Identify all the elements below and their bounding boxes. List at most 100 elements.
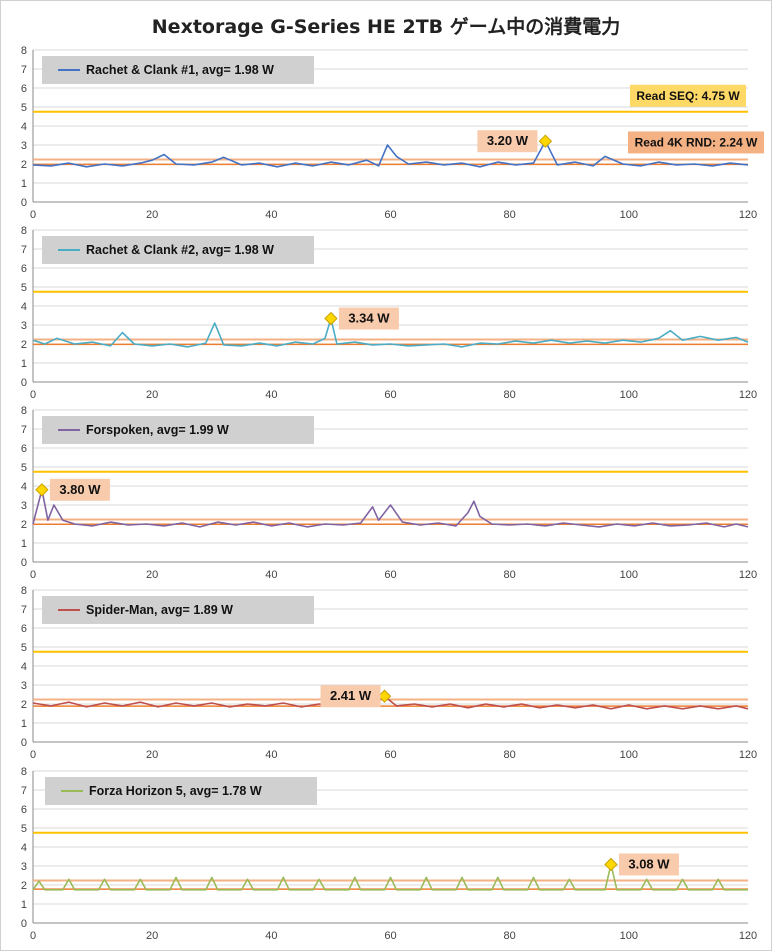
y-tick-label: 2 (21, 339, 27, 351)
y-tick-label: 8 (21, 45, 27, 57)
x-tick-label: 60 (384, 569, 396, 581)
legend-label: Rachet & Clank #2, avg= 1.98 W (86, 243, 274, 257)
x-tick-label: 60 (384, 209, 396, 221)
y-tick-label: 2 (21, 519, 27, 531)
y-tick-label: 7 (21, 64, 27, 76)
peak-label-box (477, 130, 538, 153)
legend-label: Forza Horizon 5, avg= 1.78 W (89, 784, 262, 798)
x-tick-label: 120 (739, 389, 757, 401)
x-tick-label: 80 (504, 389, 516, 401)
y-tick-label: 4 (21, 481, 27, 493)
y-tick-label: 1 (21, 899, 27, 911)
x-tick-label: 100 (620, 930, 638, 942)
y-tick-label: 2 (21, 159, 27, 171)
series-line (32, 489, 749, 528)
peak-marker (324, 311, 338, 326)
y-tick-label: 6 (21, 443, 27, 455)
y-tick-label: 5 (21, 823, 27, 835)
y-tick-label: 1 (21, 358, 27, 370)
y-tick-label: 0 (21, 737, 27, 749)
y-tick-label: 5 (21, 102, 27, 114)
peak-label: 2.41 W (330, 688, 372, 703)
y-tick-label: 8 (21, 585, 27, 597)
y-tick-label: 5 (21, 282, 27, 294)
y-tick-label: 2 (21, 880, 27, 892)
read-4k-rnd-label-box (628, 131, 764, 154)
x-tick-label: 100 (620, 389, 638, 401)
legend-label: Rachet & Clank #1, avg= 1.98 W (86, 63, 274, 77)
x-tick-label: 100 (620, 749, 638, 761)
legend-box (42, 236, 314, 264)
y-tick-label: 3 (21, 140, 27, 152)
peak-marker (35, 483, 49, 497)
y-tick-label: 7 (21, 604, 27, 616)
peak-label-box (618, 853, 679, 876)
x-tick-label: 60 (384, 749, 396, 761)
series-line (32, 317, 749, 348)
y-tick-label: 6 (21, 263, 27, 275)
legend-box (42, 56, 314, 84)
x-tick-label: 20 (146, 389, 158, 401)
y-tick-label: 8 (21, 225, 27, 237)
peak-label-box (338, 307, 399, 330)
x-tick-label: 0 (30, 569, 36, 581)
y-tick-label: 4 (21, 661, 27, 673)
peak-label-box (49, 478, 110, 501)
x-tick-label: 0 (30, 209, 36, 221)
x-tick-label: 100 (620, 569, 638, 581)
y-tick-label: 8 (21, 766, 27, 778)
y-tick-label: 6 (21, 623, 27, 635)
y-tick-label: 1 (21, 718, 27, 730)
peak-label: 3.34 W (348, 311, 390, 326)
x-tick-label: 120 (739, 930, 757, 942)
y-tick-label: 3 (21, 320, 27, 332)
page-title: Nextorage G-Series HE 2TB ゲーム中の消費電力 (151, 16, 621, 38)
y-tick-label: 6 (21, 804, 27, 816)
x-tick-label: 120 (739, 569, 757, 581)
y-tick-label: 2 (21, 699, 27, 711)
x-tick-label: 0 (30, 389, 36, 401)
x-tick-label: 20 (146, 209, 158, 221)
y-tick-label: 0 (21, 197, 27, 209)
x-tick-label: 100 (620, 209, 638, 221)
x-tick-label: 80 (504, 569, 516, 581)
read-4k-rnd-label: Read 4K RND: 2.24 W (635, 135, 758, 149)
y-tick-label: 3 (21, 861, 27, 873)
y-tick-label: 5 (21, 462, 27, 474)
y-tick-label: 0 (21, 918, 27, 930)
legend-box (42, 596, 314, 624)
x-tick-label: 60 (384, 389, 396, 401)
x-tick-label: 20 (146, 569, 158, 581)
x-tick-label: 40 (265, 569, 277, 581)
x-tick-label: 120 (739, 209, 757, 221)
legend-label: Forspoken, avg= 1.99 W (86, 423, 229, 437)
x-tick-label: 0 (30, 930, 36, 942)
peak-label-box (320, 685, 381, 708)
y-tick-label: 3 (21, 500, 27, 512)
x-tick-label: 40 (265, 749, 277, 761)
y-tick-label: 4 (21, 121, 27, 133)
read-seq-label-box (630, 84, 746, 107)
x-tick-label: 120 (739, 749, 757, 761)
x-tick-label: 0 (30, 749, 36, 761)
y-tick-label: 0 (21, 377, 27, 389)
series-line (32, 863, 748, 891)
peak-label: 3.80 W (59, 482, 101, 497)
x-tick-label: 80 (504, 930, 516, 942)
x-tick-label: 20 (146, 749, 158, 761)
series-line (32, 695, 749, 710)
y-tick-label: 5 (21, 642, 27, 654)
peak-label: 3.20 W (487, 133, 529, 148)
y-tick-label: 7 (21, 244, 27, 256)
legend-label: Spider-Man, avg= 1.89 W (86, 603, 233, 617)
x-tick-label: 40 (265, 930, 277, 942)
y-tick-label: 0 (21, 557, 27, 569)
peak-marker (538, 134, 553, 148)
peak-label: 3.08 W (628, 856, 670, 871)
y-tick-label: 4 (21, 842, 27, 854)
read-seq-label: Read SEQ: 4.75 W (636, 89, 740, 103)
x-tick-label: 40 (265, 389, 277, 401)
x-tick-label: 80 (504, 209, 516, 221)
y-tick-label: 7 (21, 424, 27, 436)
